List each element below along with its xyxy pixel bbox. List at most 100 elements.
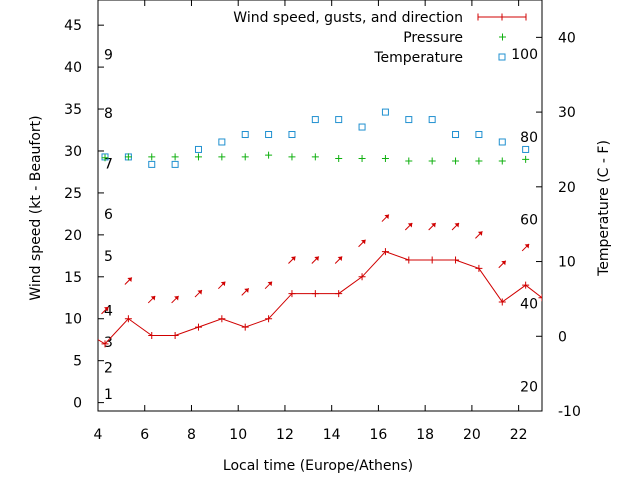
y-axis-right-label: Temperature (C - F) [596,140,612,277]
y-right-tick-label: 40 [558,30,576,46]
y-right-tick-label: 30 [558,105,576,121]
y-left-tick-label: 20 [64,228,82,244]
x-tick-label: 6 [140,427,149,443]
wind-direction-arrow [171,295,179,304]
arrow-head [384,214,389,220]
y-right-tick-label: -10 [558,404,581,420]
beaufort-label: 2 [104,360,113,376]
x-tick-label: 14 [323,427,341,443]
wind-direction-arrow [241,288,250,296]
arrow-head [174,295,179,301]
wind-point [498,298,506,306]
legend-label: Pressure [403,30,463,46]
pressure-point [148,153,156,161]
temperature-point [265,131,273,139]
legend-pressure-marker [499,33,506,41]
plot-area [98,108,542,348]
pressure-point [124,153,132,161]
arrow-head [361,239,366,245]
y-left-tick-label: 45 [64,18,82,34]
y-left-tick-label: 15 [64,270,82,286]
temperature-point [194,145,202,153]
fahrenheit-label: 80 [520,130,538,146]
beaufort-label: 3 [104,335,113,351]
wind-direction-arrow [381,214,390,222]
arrow-head [127,277,132,282]
arrow-head [454,222,460,228]
beaufort-label: 7 [104,157,113,173]
y-axis-left-label: Wind speed (kt - Beaufort) [28,115,44,300]
arrow-head [431,222,436,228]
arrow-head [290,256,296,262]
beaufort-label: 8 [104,106,113,122]
pressure-point [498,157,506,165]
pressure-point [241,153,249,161]
x-tick-label: 4 [94,427,103,443]
wind-direction-arrow [124,277,133,285]
y-left-tick-label: 30 [64,144,82,160]
beaufort-label: 1 [104,387,113,403]
y-right-tick-label: 10 [558,255,576,271]
temperature-point [241,131,249,139]
wind-point [358,273,366,281]
y-left-tick-label: 5 [73,354,82,370]
beaufort-label: 9 [104,48,113,64]
fahrenheit-label: 20 [520,379,538,395]
beaufort-label: 6 [104,207,113,223]
temperature-point [428,116,436,124]
wind-point [381,248,389,256]
temperature-point [148,160,156,168]
arrow-head [267,281,273,287]
legend-temperature-marker [498,53,506,61]
temperature-point [475,131,483,139]
arrow-head [501,260,506,266]
pressure-point [475,157,483,165]
fahrenheit-label: 40 [520,296,538,312]
arrow-head [104,306,109,312]
arrow-head [337,256,343,262]
wind-point [405,256,413,264]
wind-point [335,290,343,298]
fahrenheit-label: 60 [520,213,538,229]
pressure-point [428,157,436,165]
wind-point [148,332,156,340]
wind-direction-arrow [101,306,109,315]
wind-point [475,264,483,272]
temperature-point [335,116,343,124]
x-tick-label: 20 [463,427,481,443]
temperature-point [218,138,226,146]
arrow-head [150,295,156,301]
wind-point [171,332,179,340]
pressure-point [452,157,460,165]
pressure-point [522,155,530,163]
y-left-tick-label: 35 [64,102,82,118]
wind-direction-arrow [358,239,366,248]
wind-point [288,290,296,298]
wind-point [428,256,436,264]
wind-point [538,294,542,302]
legend-label: Temperature [373,50,463,66]
axis-ticks [97,0,542,412]
y-right-tick-label: 0 [558,329,567,345]
arrow-head [477,231,483,236]
beaufort-label: 4 [104,303,113,319]
arrow-head [244,288,249,293]
arrow-head [524,243,530,249]
plot-frame [97,0,543,412]
wind-point [522,281,530,289]
wind-direction-arrow [404,222,413,231]
temperature-point [498,138,506,146]
pressure-point [311,153,319,161]
y-right-tick-label: 20 [558,180,576,196]
wind-direction-arrow [194,289,203,298]
x-tick-label: 16 [370,427,388,443]
legend-label: Wind speed, gusts, and direction [233,10,463,26]
pressure-point [288,153,296,161]
arrow-head [314,256,319,262]
pressure-point [171,153,179,161]
pressure-point [101,154,109,162]
wind-point [194,323,202,331]
wind-direction-arrow [147,295,156,304]
temperature-point [171,160,179,168]
